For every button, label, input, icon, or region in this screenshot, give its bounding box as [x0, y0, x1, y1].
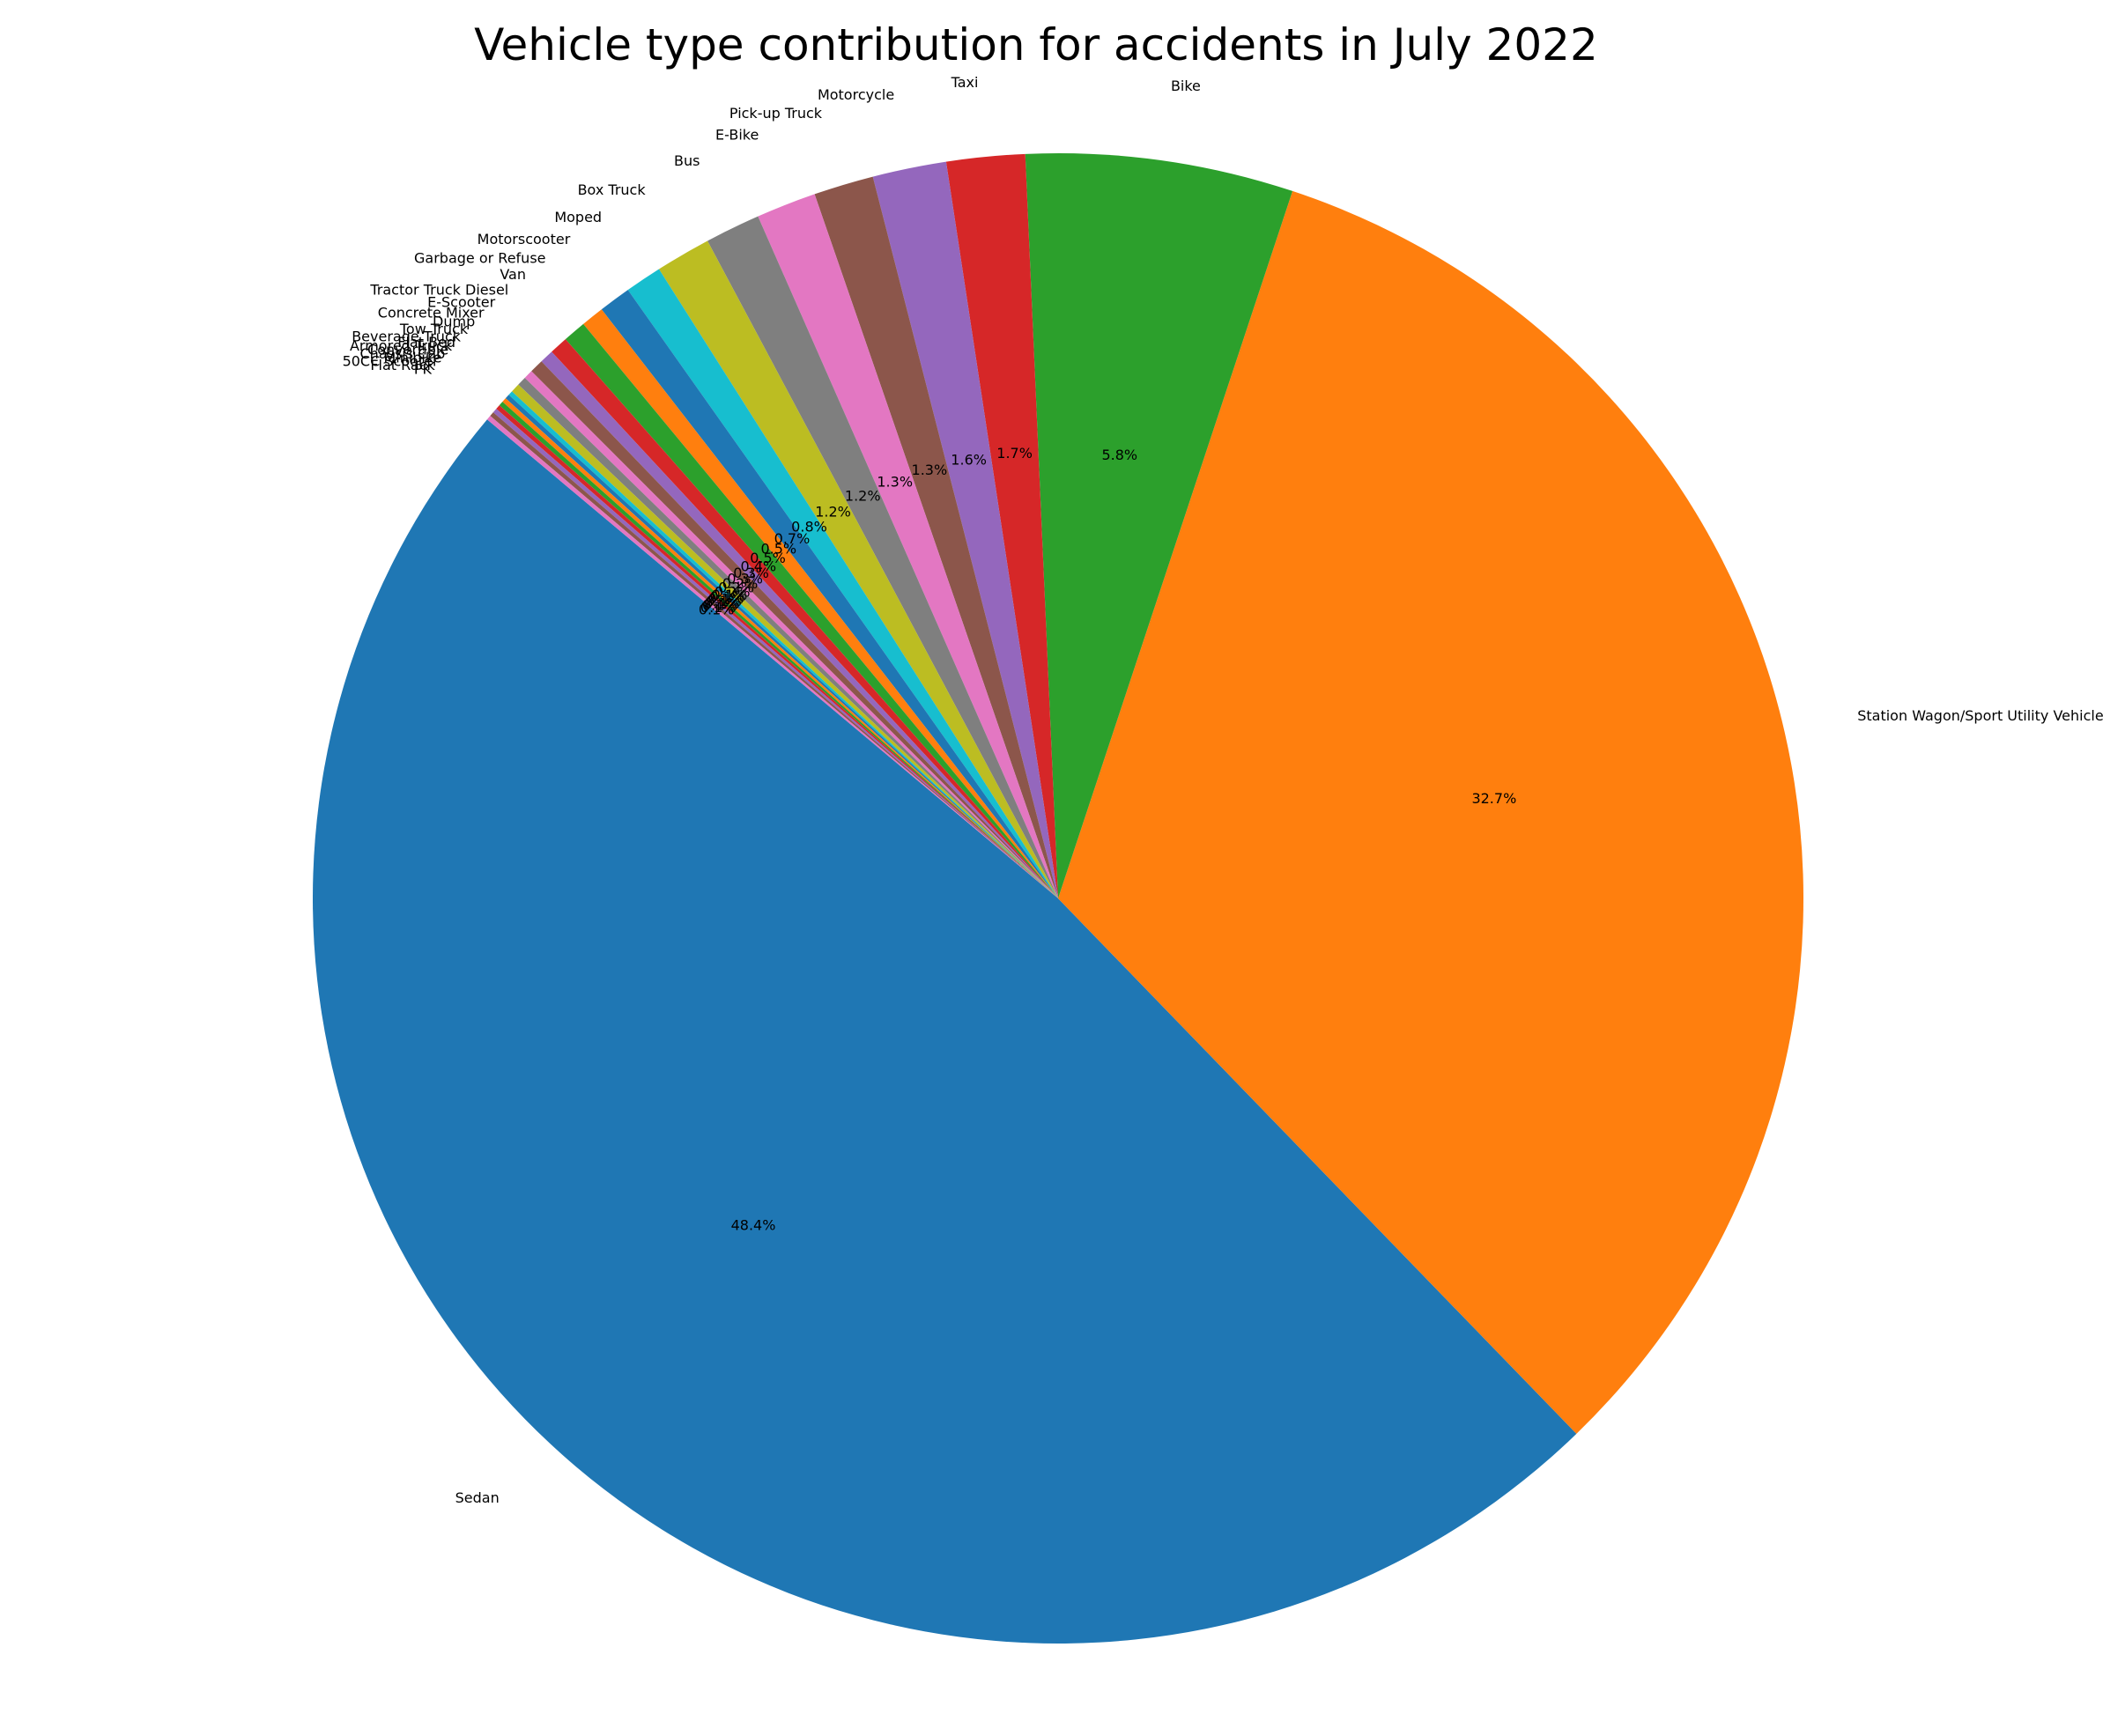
pie-slice-pick-up-truck — [814, 176, 1058, 898]
pie-percent-labels: 48.4%32.7%5.8%1.7%1.6%1.3%1.3%1.2%1.2%0.… — [699, 445, 1516, 1234]
pie-percent-label: 0.5% — [750, 550, 786, 566]
pie-slice-e-bike — [758, 194, 1058, 898]
pie-category-label: Tow Truck — [399, 321, 469, 337]
pie-percent-label: 1.6% — [951, 452, 987, 469]
pie-slice-moped — [627, 269, 1058, 898]
pie-percent-label: 0.2% — [722, 575, 759, 592]
pie-category-label: E-Scooter — [427, 293, 496, 310]
pie-slice-motorscooter — [601, 290, 1058, 898]
pie-slice-box-truck — [658, 240, 1058, 898]
pie-slice-station-wagon-sport-utility-vehicle — [1058, 190, 1803, 1434]
pie-percent-label: 0.2% — [718, 580, 754, 596]
pie-percent-label: 48.4% — [731, 1216, 776, 1233]
pie-category-label: Minibike — [383, 349, 441, 366]
pie-percent-label: 1.7% — [996, 445, 1033, 462]
pie-slices — [313, 153, 1803, 1644]
chart-title: Vehicle type contribution for accidents … — [474, 19, 1598, 70]
pie-slice-motorcycle — [872, 161, 1058, 898]
pie-percent-label: 1.3% — [877, 473, 913, 490]
pie-percent-label: 5.8% — [1101, 447, 1137, 463]
pie-category-label: Tractor Truck Diesel — [369, 281, 508, 298]
pie-percent-label: 0.2% — [715, 583, 751, 600]
pie-percent-label: 0.3% — [727, 570, 763, 587]
pie-percent-label: 0.1% — [712, 587, 748, 603]
pie-percent-label: 0.7% — [774, 530, 811, 547]
pie-percent-label: 1.3% — [912, 462, 948, 478]
pie-percent-label: 0.1% — [709, 588, 745, 605]
pie-slice-van — [565, 323, 1058, 899]
pie-percent-label: 1.2% — [845, 487, 881, 504]
pie-percent-label: 0.1% — [706, 593, 742, 609]
pie-slice-minibike — [496, 405, 1058, 899]
pie-category-label: Bike — [1171, 78, 1201, 94]
pie-category-label: Flat Bed — [397, 334, 455, 351]
pie-slice-concrete-mixer — [531, 361, 1058, 898]
pie-category-label: Garbage or Refuse — [414, 249, 545, 266]
pie-percent-label: 0.1% — [699, 602, 735, 618]
pie-category-label: Moped — [554, 209, 602, 225]
pie-category-label: Sedan — [455, 1489, 500, 1506]
pie-slice-50cc-scooter — [492, 409, 1058, 899]
pie-slice-flat-rack — [490, 412, 1058, 898]
pie-category-label: E-Bike — [715, 127, 759, 144]
pie-percent-label: 1.2% — [815, 503, 851, 520]
pie-slice-dump — [524, 371, 1058, 898]
pie-category-label: Flat Rack — [370, 357, 435, 373]
pie-category-label: 50CC Scooter — [343, 353, 439, 370]
pie-category-label: Pick-up Truck — [729, 105, 823, 122]
pie-category-label: Motorscooter — [478, 231, 571, 247]
pie-slice-flat-bed — [508, 391, 1058, 898]
pie-category-label: Station Wagon/Sport Utility Vehicle — [1857, 707, 2103, 724]
pie-category-label: Van — [500, 266, 526, 283]
pie-percent-label: 0.1% — [707, 590, 744, 607]
pie-slice-armored-truck — [505, 395, 1058, 899]
pie-slice-tow-truck — [518, 377, 1058, 898]
pie-slice-convertible — [502, 398, 1058, 898]
pie-percent-label: 0.1% — [702, 597, 738, 614]
pie-slice-e-scooter — [541, 351, 1058, 899]
pie-slice-pk — [486, 416, 1058, 898]
pie-category-label: Motorcycle — [818, 86, 894, 103]
pie-slice-tractor-truck-diesel — [552, 339, 1058, 898]
pie-category-label: Taxi — [951, 74, 979, 91]
pie-slice-sedan — [313, 419, 1577, 1644]
pie-category-label: Beverage Truck — [352, 329, 462, 345]
pie-slice-chassis-cab — [499, 402, 1058, 899]
pie-percent-label: 0.1% — [700, 599, 737, 616]
pie-slice-bus — [707, 216, 1058, 898]
pie-percent-label: 0.1% — [704, 595, 740, 611]
pie-category-label: Concrete Mixer — [378, 304, 485, 321]
pie-slice-bike — [1025, 153, 1293, 898]
pie-category-label: Box Truck — [578, 181, 647, 198]
pie-category-label: Dump — [433, 314, 475, 330]
pie-percent-label: 0.4% — [740, 558, 776, 574]
pie-category-label: Convertible — [367, 342, 448, 358]
pie-category-labels: Sedan Station Wagon/Sport Utility Vehicle… — [343, 74, 2104, 1506]
pie-slice-garbage-or-refuse — [583, 309, 1058, 898]
pie-percent-label: 0.5% — [760, 541, 796, 558]
pie-slice-beverage-truck — [512, 384, 1058, 898]
pie-percent-label: 32.7% — [1471, 790, 1516, 807]
pie-category-label: Bus — [674, 152, 700, 169]
pie-percent-label: 0.3% — [733, 565, 769, 581]
pie-slice-taxi — [945, 153, 1058, 898]
pie-category-label: PK — [414, 361, 433, 378]
pie-category-label: Armored Truck — [350, 337, 453, 354]
pie-category-label: Chassis Cab — [360, 345, 446, 362]
pie-percent-label: 0.8% — [791, 518, 827, 535]
